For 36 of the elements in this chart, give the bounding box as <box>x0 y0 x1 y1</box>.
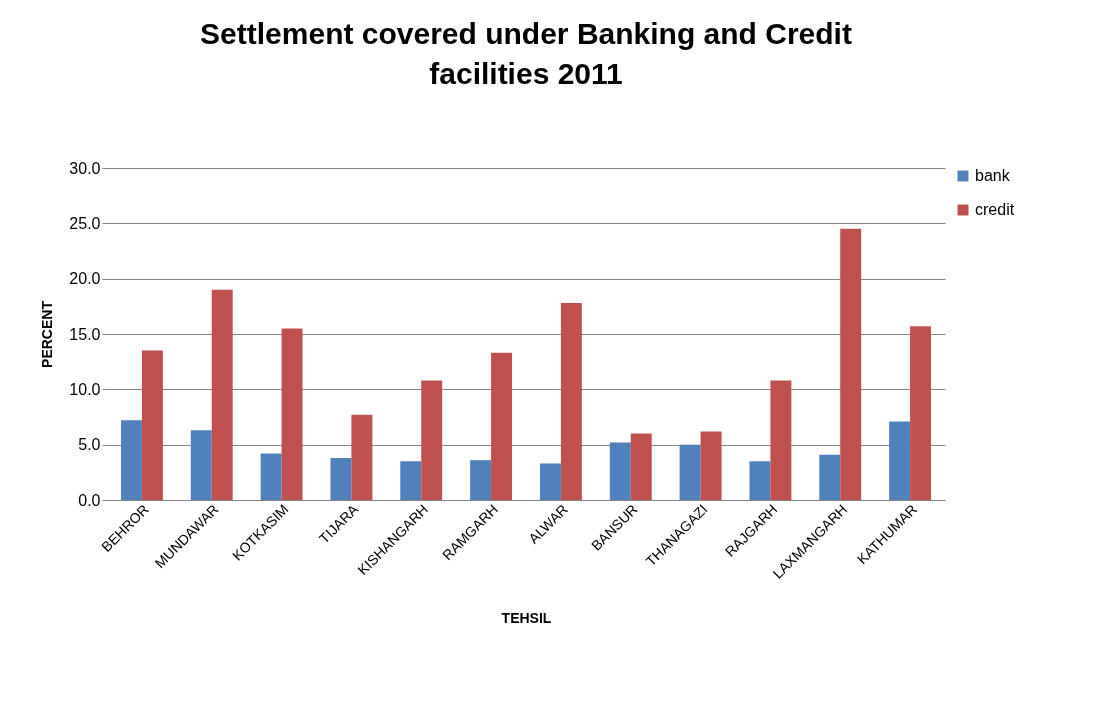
bar <box>539 463 561 500</box>
bar <box>700 431 722 500</box>
bar <box>560 303 582 500</box>
bar <box>679 444 701 500</box>
y-tick-label: 10.0 <box>69 380 101 398</box>
bar <box>211 289 233 500</box>
bar <box>491 352 513 500</box>
bar <box>400 461 422 500</box>
y-tick-label: 15.0 <box>69 325 101 343</box>
bar <box>840 228 862 500</box>
y-tick-label: 0.0 <box>78 491 101 509</box>
bar <box>190 430 212 500</box>
x-axis-title: TEHSIL <box>501 609 552 626</box>
chart-title: Settlement covered under Banking and Credit facilities 2011 <box>200 17 852 90</box>
y-axis-title: PERCENT <box>39 300 56 368</box>
bar <box>770 380 792 500</box>
bar <box>260 453 282 500</box>
bar <box>889 421 911 500</box>
bar <box>330 457 352 500</box>
bar <box>421 380 443 500</box>
y-tick-label: 20.0 <box>69 270 101 288</box>
bar <box>351 414 373 500</box>
legend-label: credit <box>975 201 1015 218</box>
bar <box>141 350 163 500</box>
y-tick-label: 25.0 <box>69 214 101 232</box>
y-tick-label: 5.0 <box>78 436 101 454</box>
bar <box>819 454 841 500</box>
bar <box>630 433 652 500</box>
bar <box>749 461 771 500</box>
y-tick-label: 30.0 <box>69 159 101 177</box>
bar <box>910 326 932 500</box>
bar <box>470 460 492 500</box>
bar <box>120 420 142 500</box>
bar <box>609 442 631 500</box>
legend-label: bank <box>975 167 1011 184</box>
bar <box>281 328 303 500</box>
